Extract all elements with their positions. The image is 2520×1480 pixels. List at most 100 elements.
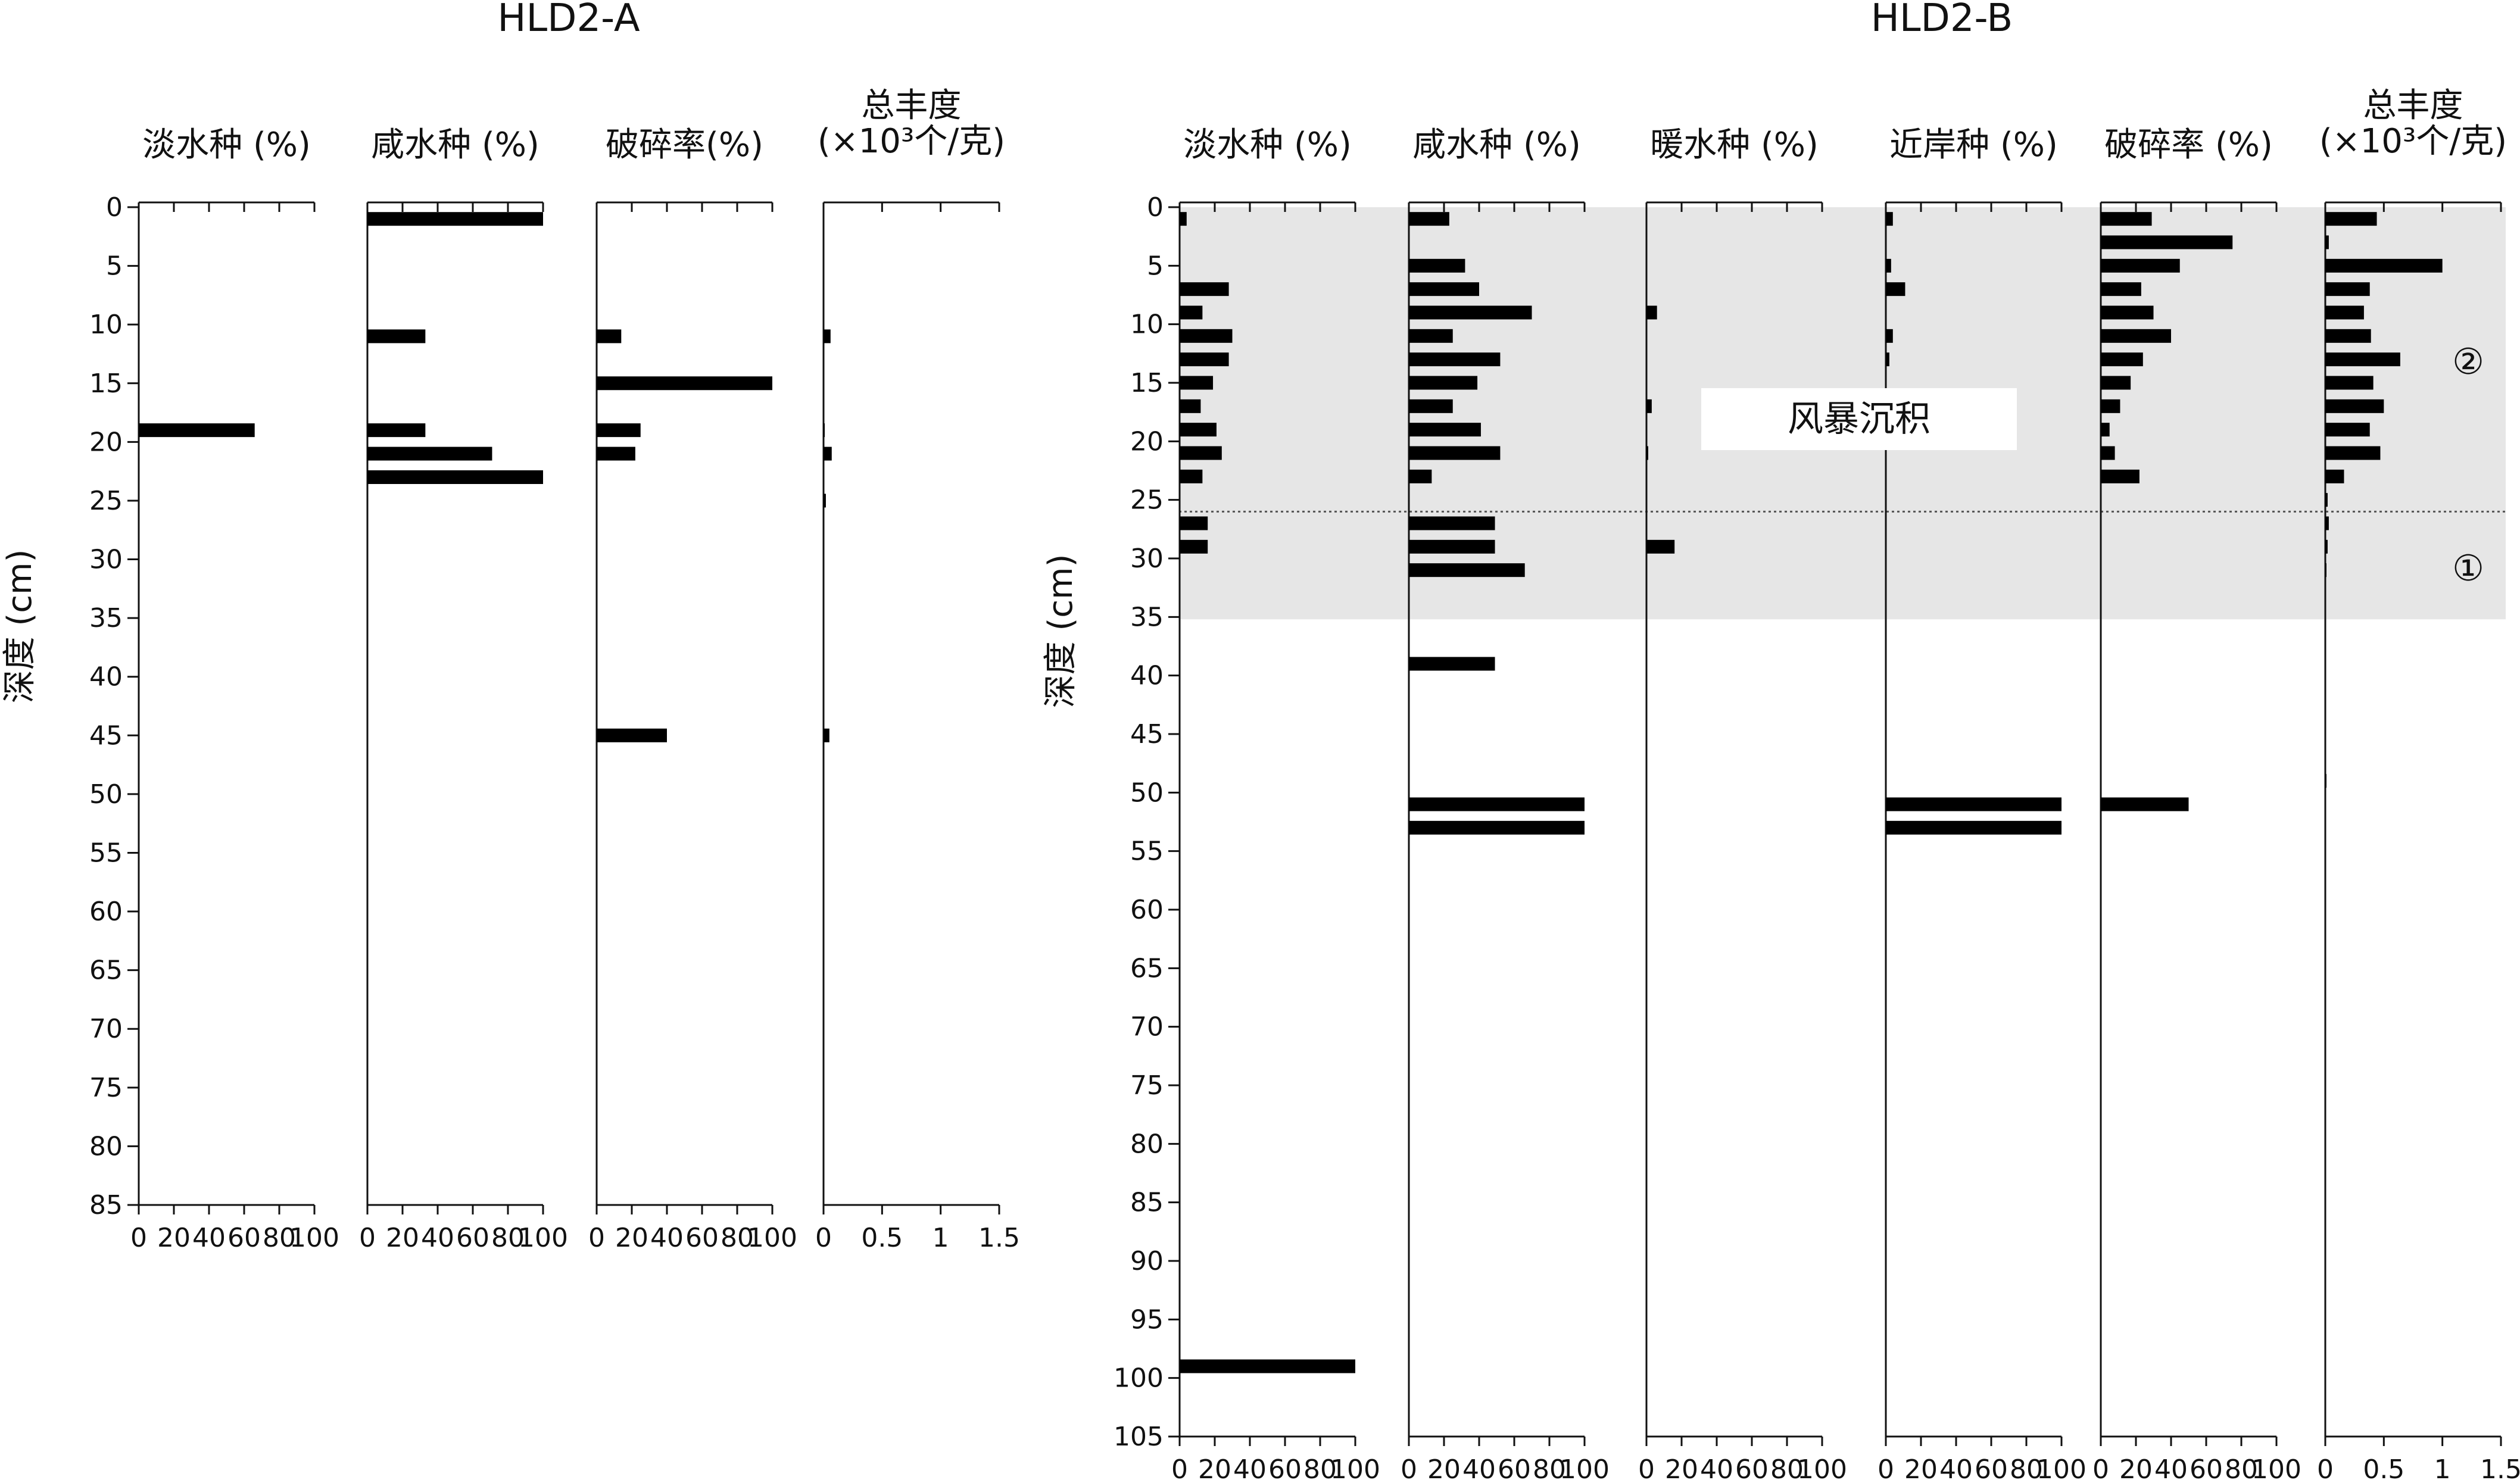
data-bar [1180,516,1208,530]
x-tick-label: 100 [747,1223,797,1253]
x-tick-label: 100 [518,1223,568,1253]
x-tick-label: 0 [130,1223,147,1253]
x-tick-label: 0 [2317,1454,2334,1480]
data-bar [824,329,831,344]
data-bar [2325,516,2329,530]
depth-tick-label: 30 [1130,544,1164,574]
data-bar [2325,539,2328,554]
depth-tick-label: 30 [89,545,123,575]
data-bar [2101,258,2180,273]
x-tick-label: 20 [157,1223,191,1253]
x-tick-label: 100 [1330,1454,1380,1480]
data-bar [2325,376,2374,390]
depth-tick-label: 105 [1114,1422,1164,1452]
depth-tick-label: 15 [1130,368,1164,398]
zone-1-label: ① [2452,548,2484,589]
data-bar [1180,1359,1355,1373]
x-tick-label: 100 [2251,1454,2301,1480]
data-bar [2325,282,2370,296]
data-bar [1886,212,1893,226]
x-tick-label: 40 [2154,1454,2188,1480]
data-bar [597,376,772,391]
data-bar [824,494,826,508]
data-bar [367,329,426,344]
x-tick-label: 0 [359,1223,376,1253]
data-bar [1409,539,1495,554]
data-bar [1180,446,1222,460]
x-tick-label: 1 [2434,1454,2451,1480]
data-bar [1409,376,1478,390]
data-bar [2101,282,2141,296]
depth-tick-label: 70 [1130,1012,1164,1042]
depth-tick-label: 35 [1130,602,1164,632]
x-tick-label: 0.5 [2363,1454,2404,1480]
x-tick-label: 40 [1700,1454,1733,1480]
depth-tick-label: 10 [1130,310,1164,340]
depth-tick-label: 5 [1147,251,1164,281]
depth-tick-label: 70 [89,1014,123,1044]
x-tick-label: 60 [227,1223,261,1253]
depth-tick-label: 90 [1130,1246,1164,1276]
data-bar [2325,352,2400,367]
x-tick-label: 1.5 [2480,1454,2520,1480]
column-subtitle: (×10³个/克) [818,122,1005,161]
data-bar [2101,469,2139,483]
depth-tick-label: 65 [89,956,123,986]
x-tick-label: 80 [721,1223,754,1253]
column-title: 总丰度 [862,86,962,125]
data-bar [1409,469,1432,483]
x-tick-label: 0 [815,1223,832,1253]
data-bar [1409,258,1465,273]
x-tick-label: 1 [932,1223,949,1253]
x-tick-label: 60 [685,1223,719,1253]
column-title: 淡水种 (%) [1183,126,1352,164]
depth-tick-label: 0 [106,192,123,223]
data-bar [2101,797,2189,811]
depth-tick-label: 5 [106,251,123,282]
depth-tick-label: 85 [1130,1188,1164,1218]
depth-tick-label: 60 [89,897,123,927]
data-bar [824,423,825,438]
depth-tick-label: 60 [1130,895,1164,925]
depth-tick-label: 65 [1130,953,1164,983]
x-tick-label: 20 [1198,1454,1231,1480]
x-tick-label: 80 [2225,1454,2258,1480]
data-bar [367,470,543,485]
x-tick-label: 100 [1560,1454,1610,1480]
data-bar [1886,352,1889,367]
x-tick-label: 0 [2092,1454,2109,1480]
data-bar [1646,305,1657,320]
depth-axis-label: 深度 (cm) [1,549,39,704]
data-bar [2325,399,2384,413]
data-bar [1409,305,1532,320]
data-bar [1409,423,1481,437]
depth-tick-label: 15 [89,369,123,399]
depth-axis-label: 深度 (cm) [1041,554,1080,708]
column-title: 咸水种 (%) [1412,126,1581,164]
depth-tick-label: 20 [89,427,123,457]
data-bar [824,728,829,742]
data-bar [597,447,635,461]
data-bar [2325,212,2377,226]
x-tick-label: 0 [1401,1454,1417,1480]
depth-tick-label: 55 [1130,836,1164,867]
data-bar [2101,399,2120,413]
depth-tick-label: 75 [1130,1070,1164,1101]
data-bar [2101,235,2233,249]
data-bar [1180,352,1229,367]
data-bar [2101,212,2152,226]
data-bar [1180,469,1203,483]
x-tick-label: 40 [1939,1454,1973,1480]
x-tick-label: 0 [1171,1454,1188,1480]
x-tick-label: 60 [1268,1454,1302,1480]
x-tick-label: 20 [1665,1454,1698,1480]
data-bar [1409,797,1585,811]
data-bar [1409,563,1525,577]
column-title: 咸水种 (%) [371,126,539,164]
x-tick-label: 100 [289,1223,339,1253]
data-bar [1409,399,1453,413]
x-tick-label: 80 [1533,1454,1566,1480]
x-tick-label: 20 [2119,1454,2153,1480]
x-tick-label: 20 [1427,1454,1461,1480]
